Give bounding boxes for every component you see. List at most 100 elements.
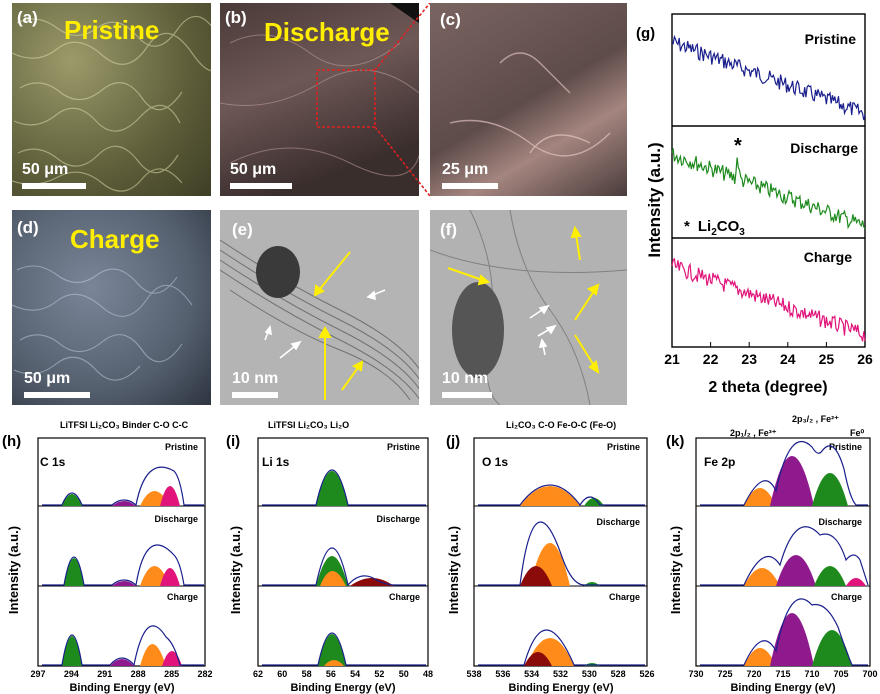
xps-peaks xyxy=(478,484,645,666)
xps-tick-label: 538 xyxy=(466,669,481,679)
xps-tick-label: 534 xyxy=(524,669,539,679)
xps-panel-h: LiTFSI Li₂CO₃ Binder C-O C-C (h) C 1s In… xyxy=(2,420,213,694)
scale-bar-label: 10 nm xyxy=(442,370,489,387)
xrd-trace-label-discharge: Discharge xyxy=(790,140,858,156)
xps-xlabel: Binding Energy (eV) xyxy=(730,682,835,694)
scale-bar xyxy=(230,183,292,189)
xps-ylabel: Intensity (a.u.) xyxy=(446,526,461,614)
xps-state-label: Charge xyxy=(831,592,862,602)
scale-bar-label: 50 μm xyxy=(24,370,71,387)
xps-tick-label: 528 xyxy=(611,669,626,679)
panel-label-g: (g) xyxy=(636,25,655,42)
panel-label-k: (k) xyxy=(666,433,684,450)
xps-state-label: Discharge xyxy=(376,514,420,524)
xrd-tick-label: 21 xyxy=(664,351,680,367)
xrd-trace-label-pristine: Pristine xyxy=(805,31,857,47)
xps-state-label: Charge xyxy=(389,592,420,602)
scale-bar xyxy=(232,392,278,398)
xps-state-label: Charge xyxy=(609,592,640,602)
sem-image-discharge-zoom: (c) 25 μm xyxy=(430,3,627,196)
xrd-frame xyxy=(671,13,866,348)
xps-xlabel: Binding Energy (eV) xyxy=(508,682,613,694)
xps-state-label: Pristine xyxy=(165,442,198,452)
xps-frame xyxy=(257,437,429,667)
scale-bar xyxy=(442,392,492,398)
xps-peaks xyxy=(42,466,204,667)
sem-texture xyxy=(220,3,419,177)
xps-tick-label: 532 xyxy=(553,669,568,679)
scale-bar xyxy=(24,392,90,398)
xps-element-label: C 1s xyxy=(40,455,66,469)
sem-texture xyxy=(12,15,211,192)
xrd-tick-label: 23 xyxy=(741,351,757,367)
xrd-tick-label: 22 xyxy=(703,351,719,367)
xps-xlabel: Binding Energy (eV) xyxy=(290,682,395,694)
panel-label-c: (c) xyxy=(440,10,461,29)
scale-bar-label: 50 μm xyxy=(22,161,69,178)
xrd-xlabel: 2 theta (degree) xyxy=(708,379,827,396)
xps-header: 2p₁/₂ , Fe³⁺ xyxy=(730,428,777,438)
xps-element-label: Fe 2p xyxy=(704,455,735,469)
xps-figure: LiTFSI Li₂CO₃ Binder C-O C-C (h) C 1s In… xyxy=(2,414,878,694)
xps-element-label: O 1s xyxy=(482,455,508,469)
xps-tick-label: 530 xyxy=(582,669,597,679)
xps-tick-label: 725 xyxy=(717,669,732,679)
xps-tick-label: 715 xyxy=(775,669,790,679)
xps-tick-label: 54 xyxy=(350,669,360,679)
xps-x-ticks: 730 725 720 715 710 705 700 xyxy=(688,669,877,679)
sem-image-pristine: (a) Pristine 50 μm xyxy=(12,3,211,196)
panel-label-f: (f) xyxy=(440,220,457,239)
xrd-trace-pristine xyxy=(671,34,866,121)
xps-tick-label: 294 xyxy=(64,669,79,679)
xps-tick-label: 700 xyxy=(862,669,877,679)
xps-ylabel: Intensity (a.u.) xyxy=(6,526,21,614)
panel-label-b: (b) xyxy=(225,8,247,27)
panel-label-a: (a) xyxy=(17,8,38,27)
xrd-legend: * Li2CO3 xyxy=(684,218,745,238)
xps-tick-label: 710 xyxy=(804,669,819,679)
xrd-ylabel: Intensity (a.u.) xyxy=(645,142,664,257)
xps-tick-label: 288 xyxy=(131,669,146,679)
xps-state-label: Discharge xyxy=(818,517,862,527)
panel-title-charge: Charge xyxy=(70,224,160,254)
xps-header: LiTFSI Li₂CO₃ Li₂O xyxy=(268,420,349,430)
xps-ylabel: Intensity (a.u.) xyxy=(228,526,243,614)
panel-label-j: (j) xyxy=(446,433,460,450)
xps-frame xyxy=(37,437,206,667)
scale-bar xyxy=(442,183,498,189)
xps-xlabel: Binding Energy (eV) xyxy=(69,682,174,694)
xps-header: 2p₃/₂ , Fe²⁺ xyxy=(792,414,839,424)
xrd-trace-charge xyxy=(671,257,866,342)
xps-state-label: Charge xyxy=(167,592,198,602)
xps-panel-j: Li₂CO₃ C-O Fe-O-C (Fe-O) (j) O 1s Intens… xyxy=(446,420,655,694)
tem-texture xyxy=(220,239,419,401)
xps-header: Li₂CO₃ C-O Fe-O-C (Fe-O) xyxy=(506,420,616,430)
panel-label-h: (h) xyxy=(2,433,21,450)
panel-title-pristine: Pristine xyxy=(64,15,160,45)
xps-peaks xyxy=(262,469,426,666)
tem-image-f: (f) 10 nm xyxy=(430,210,627,405)
xps-state-label: Discharge xyxy=(596,517,640,527)
xps-tick-label: 526 xyxy=(639,669,654,679)
sem-image-discharge: (b) Discharge 50 μm xyxy=(220,3,419,196)
xps-tick-label: 50 xyxy=(399,669,409,679)
panel-title-discharge: Discharge xyxy=(264,17,390,47)
xps-ylabel: Intensity (a.u.) xyxy=(668,526,683,614)
xps-tick-label: 52 xyxy=(374,669,384,679)
xps-header: LiTFSI Li₂CO₃ Binder C-O C-C xyxy=(60,420,189,430)
xps-x-ticks: 62 60 58 56 54 52 50 48 xyxy=(253,669,433,679)
xps-panel-k: 2p₁/₂ , Fe³⁺ 2p₃/₂ , Fe²⁺ Fe⁰ (k) Fe 2p … xyxy=(666,414,878,694)
xps-tick-label: 705 xyxy=(833,669,848,679)
xps-tick-label: 56 xyxy=(326,669,336,679)
xps-tick-label: 282 xyxy=(197,669,212,679)
panel-label-e: (e) xyxy=(232,220,253,239)
xrd-trace-label-charge: Charge xyxy=(804,249,852,265)
xrd-x-ticks: 21 22 23 24 25 26 xyxy=(664,342,873,367)
xps-state-label: Discharge xyxy=(154,514,198,524)
xps-element-label: Li 1s xyxy=(262,455,290,469)
xrd-tick-label: 26 xyxy=(857,351,873,367)
sem-texture xyxy=(449,52,611,157)
xps-state-label: Pristine xyxy=(607,442,640,452)
sem-image-charge: (d) Charge 50 μm xyxy=(12,210,211,405)
xrd-peak-marker: * xyxy=(734,135,742,157)
